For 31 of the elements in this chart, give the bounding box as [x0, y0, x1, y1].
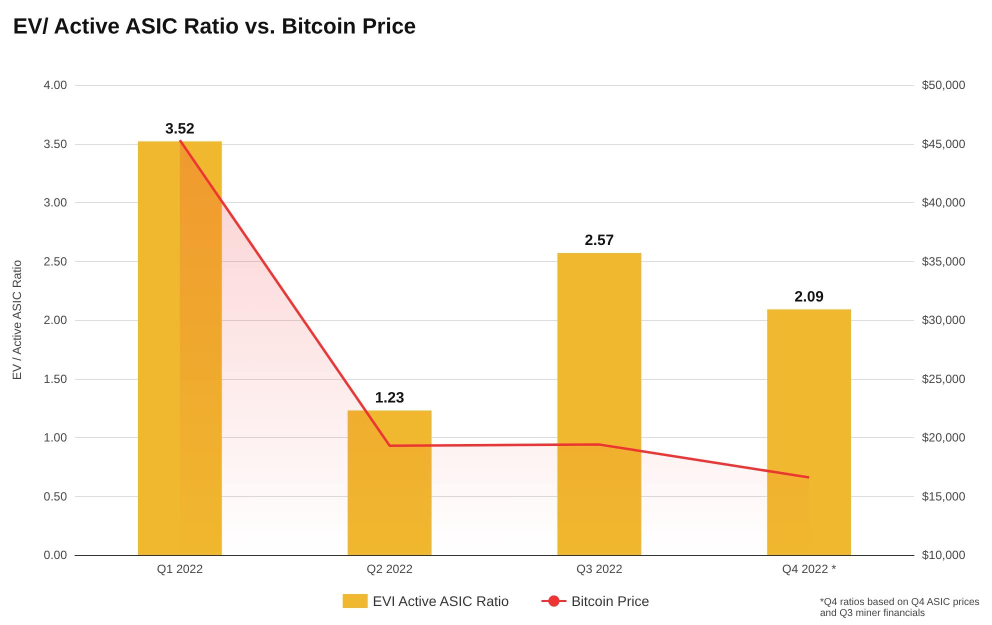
text: 2.00: [44, 313, 67, 327]
y2-tick-label: $15,000: [922, 489, 966, 504]
y2-tick-label: $35,000: [922, 254, 966, 268]
y-axis-title: EV / Active ASIC Ratio: [10, 260, 24, 380]
data-label: 3.52: [165, 120, 194, 138]
y2-tick-label: $40,000: [922, 196, 966, 210]
legend-label: EVI Active ASIC Ratio: [372, 593, 510, 609]
text: 3.00: [44, 196, 67, 210]
text: 4.00: [44, 78, 67, 92]
y2-tick-label: $50,000: [922, 78, 966, 92]
y2-tick-label: $20,000: [922, 430, 966, 444]
x-tick-label: Q1 2022: [156, 562, 204, 576]
text: 2.50: [44, 254, 67, 268]
text: *Q4 ratios based on Q4 ASIC prices and Q3 miner financials: [820, 597, 980, 619]
y2-tick-label: $45,000: [922, 136, 966, 151]
text: 3.50: [44, 136, 67, 151]
text: 0.50: [44, 489, 67, 504]
x-tick-label: Q2 2022: [366, 562, 413, 576]
x-tick-label: Q4 2022 *: [782, 562, 836, 576]
text: 0.00: [44, 548, 67, 562]
x-tick-label: Q3 2022: [576, 562, 623, 576]
chart-title: EV/ Active ASIC Ratio vs. Bitcoin Price: [13, 14, 416, 38]
data-label: 2.57: [584, 232, 614, 250]
data-label: 1.23: [375, 389, 404, 406]
text: 1.00: [44, 430, 67, 444]
y2-tick-label: $25,000: [922, 372, 966, 386]
data-label: 2.09: [794, 288, 824, 306]
y2-tick-label: $10,000: [922, 548, 966, 562]
legend-label: Bitcoin Price: [571, 593, 650, 609]
text: 1.50: [44, 372, 67, 386]
y2-tick-label: $30,000: [922, 313, 966, 327]
